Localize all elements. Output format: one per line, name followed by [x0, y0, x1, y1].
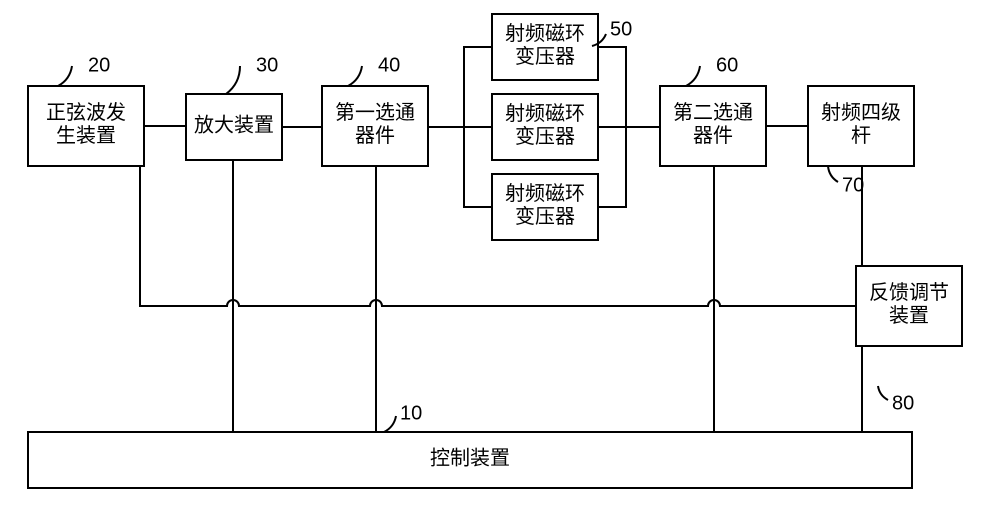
box-b20-text: 正弦波发	[46, 101, 126, 124]
box-b30-text: 放大装置	[194, 114, 274, 137]
wire	[464, 127, 492, 207]
leader-b60	[686, 66, 700, 86]
box-b50a-text: 变压器	[515, 45, 575, 68]
label-50: 50	[610, 18, 632, 40]
box-b10-text: 控制装置	[430, 447, 510, 470]
wire	[598, 127, 626, 207]
label-70: 70	[842, 174, 864, 196]
box-b60-text: 第二选通	[673, 101, 753, 124]
leader-b40	[348, 66, 362, 86]
box-b50c-text: 变压器	[515, 205, 575, 228]
box-b50a-text: 射频磁环	[505, 22, 585, 45]
box-b50b-text: 射频磁环	[505, 102, 585, 125]
label-30: 30	[256, 54, 278, 76]
label-80: 80	[892, 392, 914, 414]
leader-b30	[226, 66, 240, 94]
label-10: 10	[400, 402, 422, 424]
box-b80-text: 反馈调节	[869, 281, 949, 304]
wire	[464, 47, 492, 127]
leader-b20	[58, 66, 72, 86]
box-b50b-text: 变压器	[515, 125, 575, 148]
leader-b80	[878, 386, 888, 400]
box-b70-text: 射频四级	[821, 101, 901, 124]
box-b80-text: 装置	[889, 304, 929, 327]
box-b70-text: 杆	[851, 124, 871, 147]
box-b20-text: 生装置	[56, 124, 116, 147]
leader-b70	[828, 166, 838, 182]
label-40: 40	[378, 54, 400, 76]
box-b60-text: 器件	[693, 124, 733, 147]
label-60: 60	[716, 54, 738, 76]
box-b40-text: 第一选通	[335, 101, 415, 124]
leader-b10	[384, 416, 396, 432]
block-diagram: 正弦波发生装置20放大装置30第一选通器件40射频磁环变压器50射频磁环变压器射…	[0, 0, 1000, 526]
box-b40-text: 器件	[355, 124, 395, 147]
wire	[598, 47, 626, 127]
box-b50c-text: 射频磁环	[505, 182, 585, 205]
label-20: 20	[88, 54, 110, 76]
